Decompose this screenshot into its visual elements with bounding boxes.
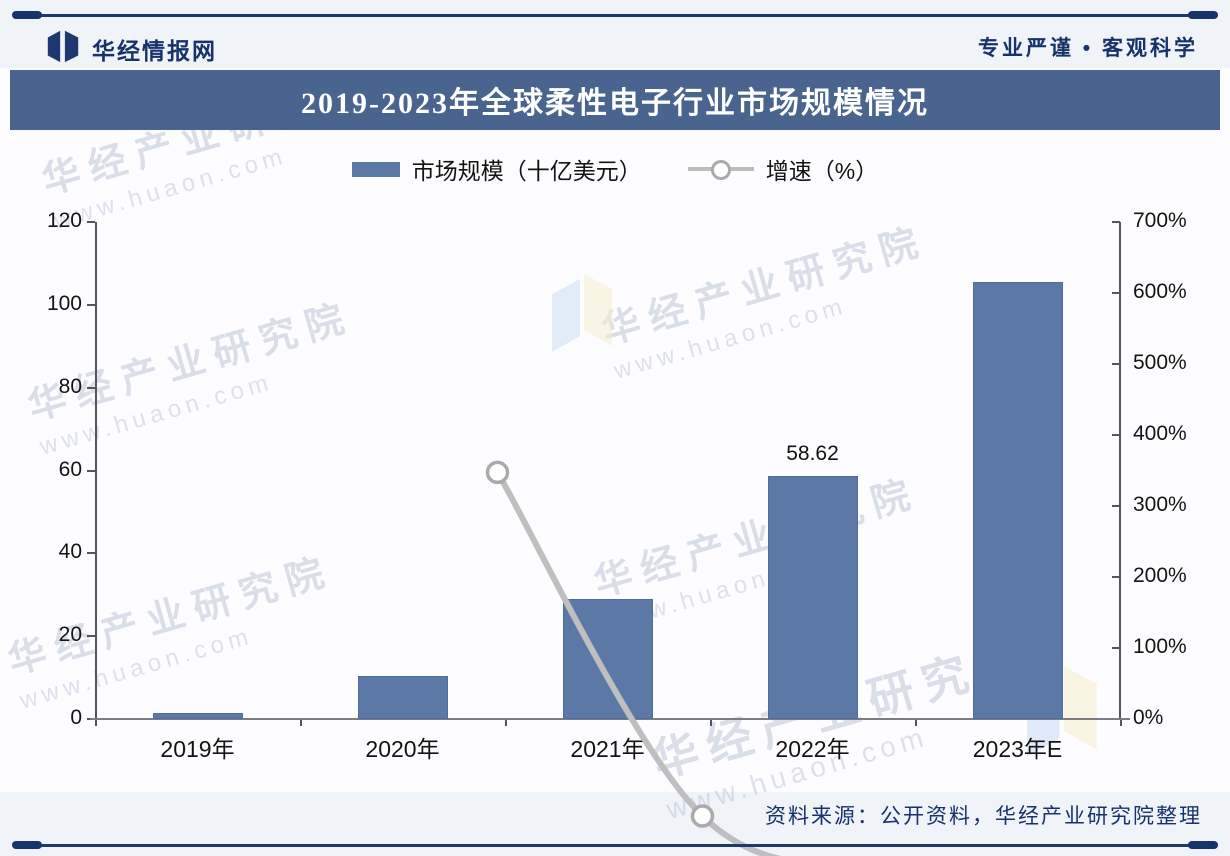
right-axis-tick	[1112, 221, 1120, 223]
right-axis-tick-label: 500%	[1133, 351, 1187, 374]
legend-label: 增速（%）	[765, 158, 879, 184]
x-axis-label: 2019年	[160, 736, 235, 762]
legend-item-market-size: 市场规模（十亿美元）	[351, 152, 642, 186]
x-axis-label: 2023年E	[972, 736, 1063, 762]
right-axis-tick-label: 100%	[1133, 635, 1187, 658]
bar-2023年E	[972, 282, 1063, 719]
left-axis-tick-label: 40	[58, 540, 82, 564]
bar-2020年	[357, 675, 448, 719]
left-axis-tick-label: 80	[58, 374, 82, 398]
x-axis-tick	[505, 719, 507, 726]
right-axis-tick	[1112, 363, 1120, 365]
legend-label: 市场规模（十亿美元）	[411, 158, 642, 184]
source-note: 资料来源：公开资料，华经产业研究院整理	[765, 805, 1202, 828]
tagline: 专业严谨 • 客观科学	[977, 37, 1198, 60]
left-axis-tick-label: 20	[58, 623, 82, 647]
bottom-rule	[14, 844, 1216, 847]
x-axis-tick	[95, 719, 97, 726]
left-axis-tick-label: 120	[46, 209, 82, 232]
right-y-axis	[1119, 222, 1121, 720]
x-axis-tick	[915, 719, 917, 726]
bar-swatch-icon	[351, 161, 400, 177]
bottom-rule-left-cap	[12, 841, 42, 849]
legend-item-growth: 增速（%）	[687, 152, 879, 186]
top-rule-right-cap	[1188, 11, 1218, 19]
right-axis-tick-label: 700%	[1133, 209, 1187, 232]
top-rule	[14, 14, 1216, 17]
right-axis-tick-label: 400%	[1133, 422, 1187, 445]
growth-line	[494, 470, 782, 856]
x-axis	[90, 718, 1130, 720]
right-axis-tick-label: 200%	[1133, 564, 1187, 587]
brand-name: 华经情报网	[92, 37, 217, 64]
left-axis-tick	[87, 469, 95, 472]
x-axis-tick	[1120, 719, 1122, 726]
brand-logo-icon	[44, 27, 82, 70]
left-axis-tick	[87, 552, 95, 555]
right-axis-tick	[1112, 576, 1120, 578]
title-bar: 2019-2023年全球柔性电子行业市场规模情况	[10, 70, 1220, 130]
x-axis-tick	[300, 719, 302, 726]
growth-line-series	[485, 460, 782, 856]
top-rule-left-cap	[12, 11, 42, 19]
right-axis-tick-label: 300%	[1133, 493, 1187, 516]
right-axis-tick	[1112, 434, 1120, 436]
bar-data-label: 58.62	[786, 442, 839, 466]
line-marker	[690, 804, 715, 828]
chart-legend: 市场规模（十亿美元） 增速（%）	[0, 152, 1230, 186]
right-axis-tick-label: 600%	[1133, 280, 1187, 303]
right-axis-tick	[1112, 292, 1120, 294]
left-axis-tick-label: 0	[70, 706, 82, 729]
left-axis-tick	[87, 635, 95, 638]
left-axis-tick-label: 100	[46, 291, 82, 315]
left-axis-tick	[87, 303, 95, 306]
header-band	[0, 0, 1230, 68]
left-axis-tick	[87, 386, 95, 389]
x-axis-label: 2022年	[775, 736, 850, 762]
x-axis-tick	[710, 719, 712, 726]
bottom-rule-right-cap	[1188, 841, 1218, 849]
x-axis-label: 2020年	[365, 736, 440, 762]
right-axis-tick-label: 0%	[1133, 706, 1164, 729]
left-axis-tick	[87, 221, 95, 223]
plot-area: 58.62	[95, 222, 1120, 719]
right-axis-tick	[1112, 647, 1120, 649]
line-marker-icon	[687, 160, 754, 180]
bar-2019年	[152, 713, 243, 719]
bar-2022年	[767, 476, 858, 719]
left-y-axis	[95, 222, 97, 720]
line-marker	[485, 460, 510, 485]
right-axis-tick	[1112, 505, 1120, 507]
brand: 华经情报网	[44, 27, 217, 70]
x-axis-label: 2021年	[570, 736, 645, 762]
page-title: 2019-2023年全球柔性电子行业市场规模情况	[301, 87, 929, 120]
left-axis-tick-label: 60	[58, 457, 82, 481]
